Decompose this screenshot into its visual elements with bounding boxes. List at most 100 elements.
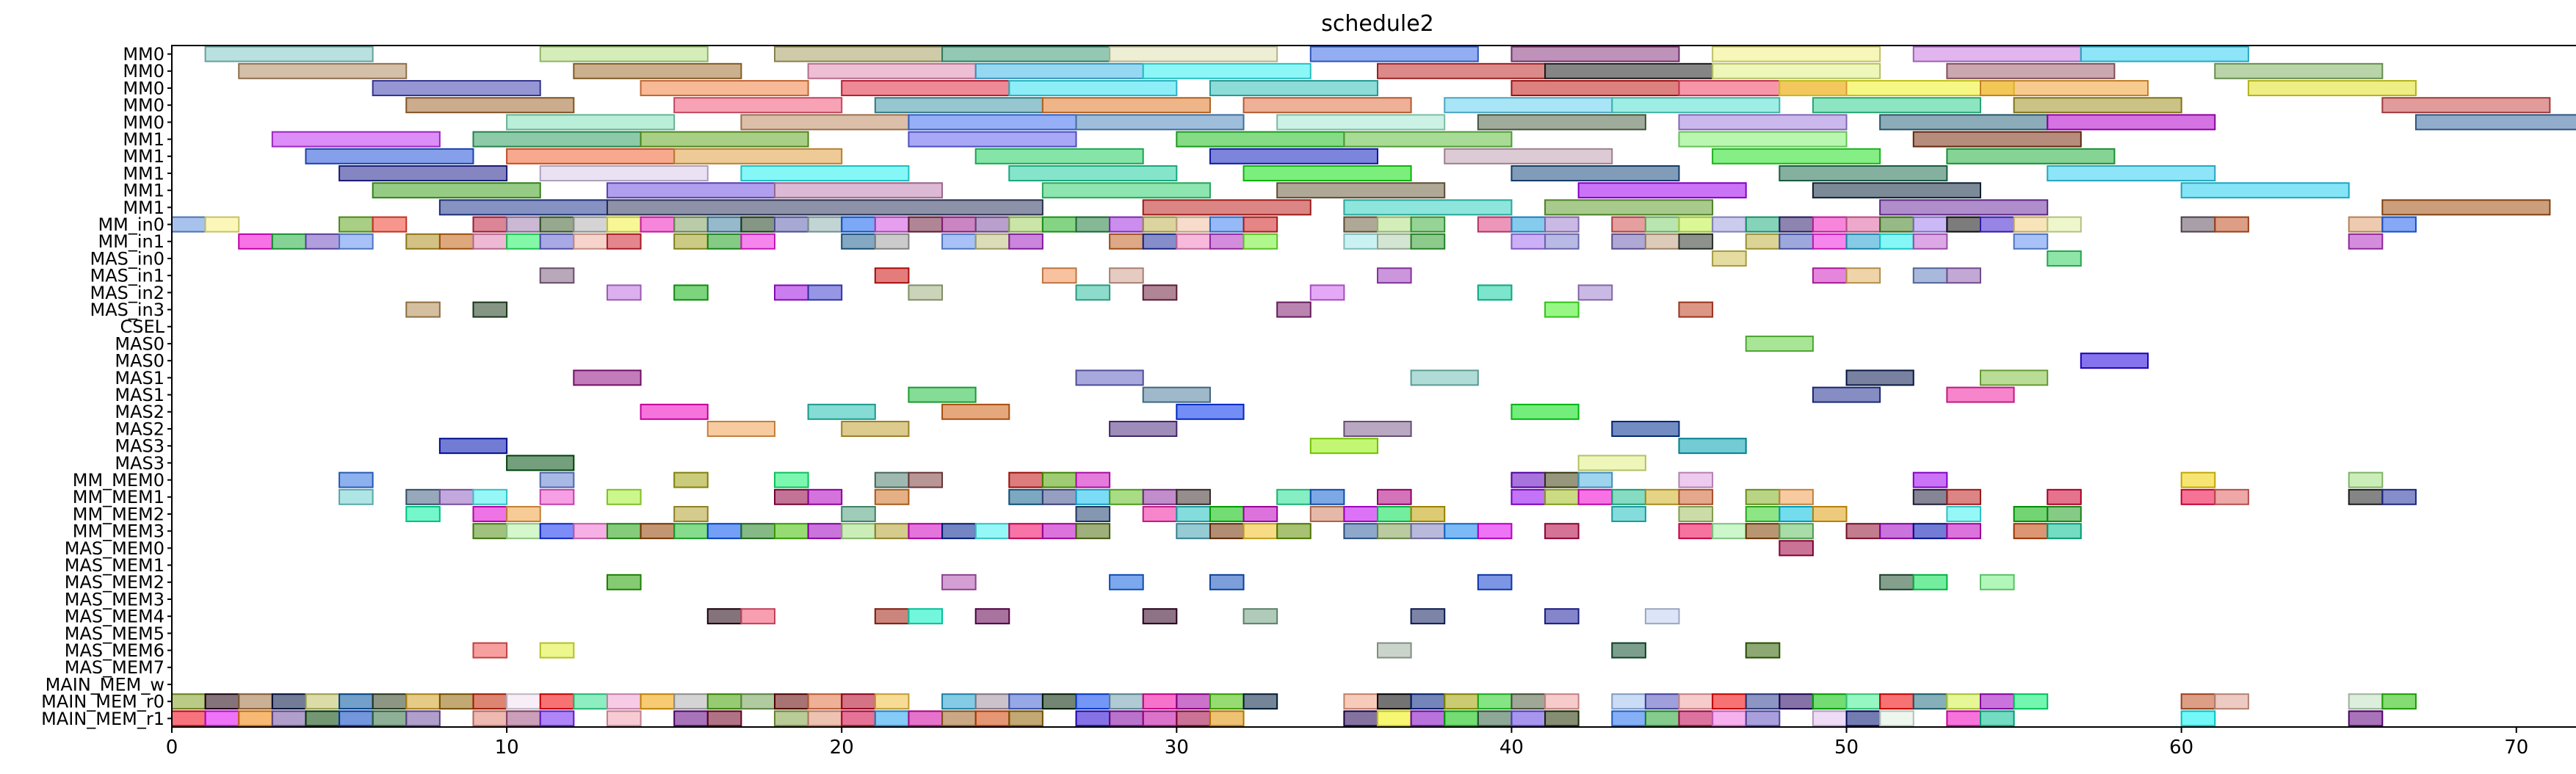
x-tick-label: 70 <box>2504 737 2528 759</box>
row-label: MAS_MEM3 <box>65 589 164 610</box>
task-bar <box>1644 216 1680 233</box>
row-label: MM_MEM2 <box>73 504 164 524</box>
task-bar <box>606 574 642 590</box>
task-bar <box>1946 523 1982 540</box>
task-bar <box>1946 62 2116 79</box>
row-label: MM_MEM1 <box>73 487 164 507</box>
task-bar <box>472 642 508 659</box>
task-bar <box>539 693 575 710</box>
task-bar <box>841 421 910 437</box>
task-bar <box>774 216 809 233</box>
task-bar <box>1008 693 1043 710</box>
task-bar <box>1544 233 1580 250</box>
task-bar <box>1343 216 1379 233</box>
task-bar <box>305 233 341 250</box>
row-labels: MM0MM0MM0MM0MM0MM1MM1MM1MM1MM1MM_in0MM_i… <box>41 44 172 729</box>
task-bar <box>807 693 843 710</box>
task-bar <box>1142 386 1211 403</box>
task-bar <box>841 80 1010 96</box>
task-bar <box>573 216 608 233</box>
task-bar <box>941 523 977 540</box>
task-bar <box>171 216 206 233</box>
task-bar <box>1309 46 1479 62</box>
task-bar <box>1276 488 1311 505</box>
task-bar <box>1477 693 1513 710</box>
task-bar <box>1845 523 1881 540</box>
task-bar <box>1879 523 1914 540</box>
task-bar <box>1075 114 1245 131</box>
task-bar <box>372 80 541 96</box>
task-bar <box>2214 693 2249 710</box>
task-bar <box>1410 216 1446 233</box>
task-bar <box>2047 165 2216 181</box>
task-bar <box>1644 233 1680 250</box>
task-bar <box>1242 233 1278 250</box>
task-bar <box>1845 267 1881 284</box>
task-bar <box>2414 114 2576 131</box>
task-bar <box>1544 216 1580 233</box>
task-bar <box>372 710 408 727</box>
task-bar <box>506 710 541 727</box>
task-bar <box>807 216 843 233</box>
task-bar <box>1946 710 1982 727</box>
task-bar <box>1410 693 1446 710</box>
task-bar <box>539 710 575 727</box>
task-bar <box>673 471 709 488</box>
task-bar <box>1444 693 1479 710</box>
task-bar <box>506 506 541 522</box>
task-bar <box>1644 488 1680 505</box>
task-bar <box>1812 182 1981 199</box>
task-bar <box>1343 199 1513 216</box>
task-bar <box>841 710 876 727</box>
task-bar <box>1209 523 1245 540</box>
task-bar <box>1577 284 1613 301</box>
row-label: MM_in0 <box>98 214 164 235</box>
task-bar <box>606 233 642 250</box>
task-bar <box>1745 710 1781 727</box>
task-bar <box>2348 488 2384 505</box>
task-bar <box>640 131 809 148</box>
task-bar <box>1812 267 1848 284</box>
task-bar <box>1176 403 1245 420</box>
task-bar <box>1879 199 2049 216</box>
task-bar <box>1510 233 1546 250</box>
task-bar <box>1879 693 1914 710</box>
task-bar <box>1980 710 2015 727</box>
task-bar <box>874 233 910 250</box>
task-bar <box>673 693 709 710</box>
task-bar <box>1510 216 1546 233</box>
task-bar <box>1276 523 1311 540</box>
task-bar <box>1779 216 1814 233</box>
task-bar <box>506 148 676 164</box>
task-bar <box>1410 233 1446 250</box>
task-bar <box>908 710 944 727</box>
task-bar <box>1041 216 1077 233</box>
task-bar <box>472 301 508 318</box>
task-bar <box>874 710 910 727</box>
task-bar <box>1041 693 1077 710</box>
task-bar <box>1779 693 1814 710</box>
task-bar <box>673 523 709 540</box>
task-bar <box>1912 131 2082 148</box>
task-bar <box>1712 216 1747 233</box>
task-bar <box>874 216 910 233</box>
task-bar <box>706 608 742 625</box>
task-bar <box>874 693 910 710</box>
task-bar <box>1845 693 1881 710</box>
task-bar <box>1242 165 1412 181</box>
task-bar <box>640 80 809 96</box>
task-bar <box>1142 693 1178 710</box>
task-bar <box>1510 710 1546 727</box>
task-bar <box>472 506 508 522</box>
task-bar <box>1410 608 1446 625</box>
task-bar <box>807 710 843 727</box>
task-bar <box>1712 250 1747 267</box>
row-label: MAS_MEM7 <box>65 657 164 678</box>
task-bar <box>1678 693 1714 710</box>
task-bar <box>1912 574 1948 590</box>
row-label: MAS2 <box>115 402 164 422</box>
task-bar <box>2348 693 2384 710</box>
row-label: MAS_in1 <box>90 266 164 286</box>
task-bar <box>573 369 642 386</box>
x-tick-label: 30 <box>1165 737 1189 759</box>
